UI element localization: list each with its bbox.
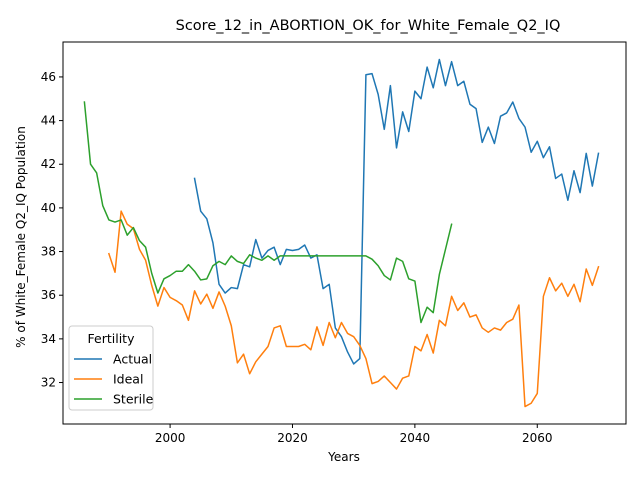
y-tick-label: 44 [41,114,56,128]
legend-label-ideal: Ideal [113,372,143,387]
y-tick-label: 40 [41,201,56,215]
y-tick-label: 34 [41,332,56,346]
y-tick-label: 46 [41,70,56,84]
plot-frame [62,41,627,425]
y-tick-label: 32 [41,376,56,390]
y-axis: 32 34 36 38 40 42 44 46 [41,70,63,390]
series-line-ideal [107,210,600,408]
chart-title: Score_12_in_ABORTION_OK_for_White_Female… [176,18,561,34]
x-tick-label: 2040 [400,431,431,445]
series-layer [83,58,600,408]
y-axis-label: % of White_Female Q2_IQ Population [14,126,28,348]
y-tick-label: 42 [41,157,56,171]
legend: Fertility Actual Ideal Sterile [68,325,154,411]
legend-title: Fertility [88,331,136,346]
legend-label-sterile: Sterile [113,392,154,407]
y-tick-label: 36 [41,288,56,302]
legend-entries: Actual Ideal Sterile [74,352,154,407]
x-tick-label: 2060 [522,431,553,445]
series-line-actual [193,58,600,365]
y-tick-label: 38 [41,245,56,259]
legend-label-actual: Actual [113,352,152,367]
x-axis-label: Years [327,450,360,464]
legend-box [68,325,154,411]
x-tick-label: 2000 [155,431,186,445]
x-tick-label: 2020 [277,431,308,445]
series-line-sterile [83,101,453,324]
x-axis: 2000 2020 2040 2060 [155,424,553,445]
